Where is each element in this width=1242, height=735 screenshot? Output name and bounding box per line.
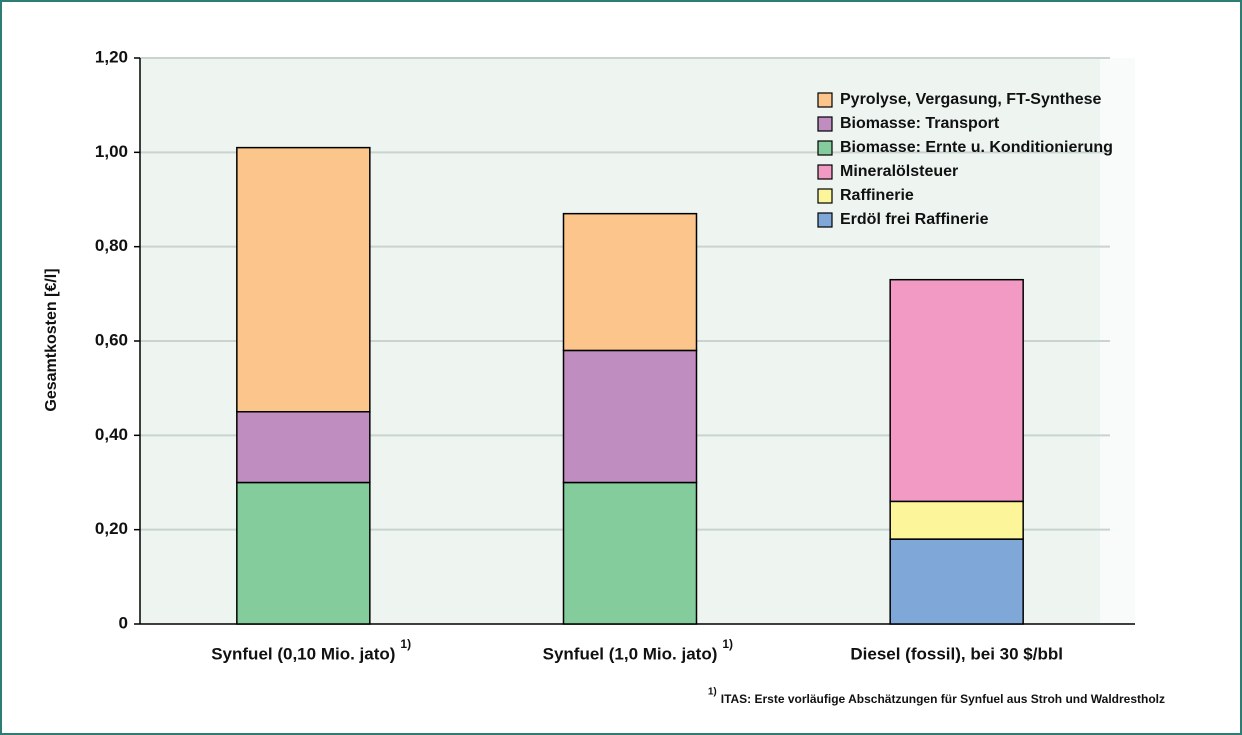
legend-label: Mineralölsteuer: [840, 163, 958, 180]
legend-swatch: [818, 189, 832, 203]
chart: Gesamtkosten [€/l] 0 0,20 0,40 0,60 0,80 1,00…: [0, 0, 1242, 735]
x-tick-note: 1): [400, 637, 411, 651]
y-tick-label: 0,40: [95, 425, 128, 444]
legend-label: Pyrolyse, Vergasung, FT-Synthese: [840, 91, 1102, 108]
y-tick-label: 1,20: [95, 47, 128, 66]
y-tick-label: 1,00: [95, 142, 128, 161]
footnote: ITAS: Erste vorläufige Abschätzungen für…: [721, 692, 1165, 706]
x-tick-label: Synfuel (0,10 Mio. jato): [211, 644, 395, 663]
x-tick-label: Diesel (fossil), bei 30 $/bbl: [850, 644, 1063, 663]
bar-segment: [890, 539, 1023, 624]
x-tick-label: Synfuel (1,0 Mio. jato): [543, 644, 718, 663]
y-tick-label: 0: [119, 613, 128, 632]
legend-swatch: [818, 93, 832, 107]
bar-segment: [237, 412, 370, 483]
bar-segment: [890, 280, 1023, 502]
legend-label: Erdöl frei Raffinerie: [840, 211, 989, 228]
legend-label: Biomasse: Ernte u. Konditionierung: [840, 139, 1113, 156]
legend-swatch: [818, 213, 832, 227]
bar-segment: [890, 501, 1023, 539]
bar-segment: [564, 350, 697, 482]
y-tick-label: 0,60: [95, 330, 128, 349]
bar-segment: [237, 148, 370, 412]
x-tick-note: 1): [722, 637, 733, 651]
y-axis-label: Gesamtkosten [€/l]: [43, 268, 60, 411]
bar-segment: [237, 483, 370, 625]
y-tick-label: 0,80: [95, 236, 128, 255]
legend-swatch: [818, 165, 832, 179]
bar-segment: [564, 214, 697, 351]
y-tick-label: 0,20: [95, 519, 128, 538]
footnote-mark: 1): [708, 687, 717, 698]
legend-label: Raffinerie: [840, 187, 914, 204]
legend-label: Biomasse: Transport: [840, 115, 1000, 132]
legend-swatch: [818, 117, 832, 131]
legend-swatch: [818, 141, 832, 155]
bar-segment: [564, 483, 697, 625]
